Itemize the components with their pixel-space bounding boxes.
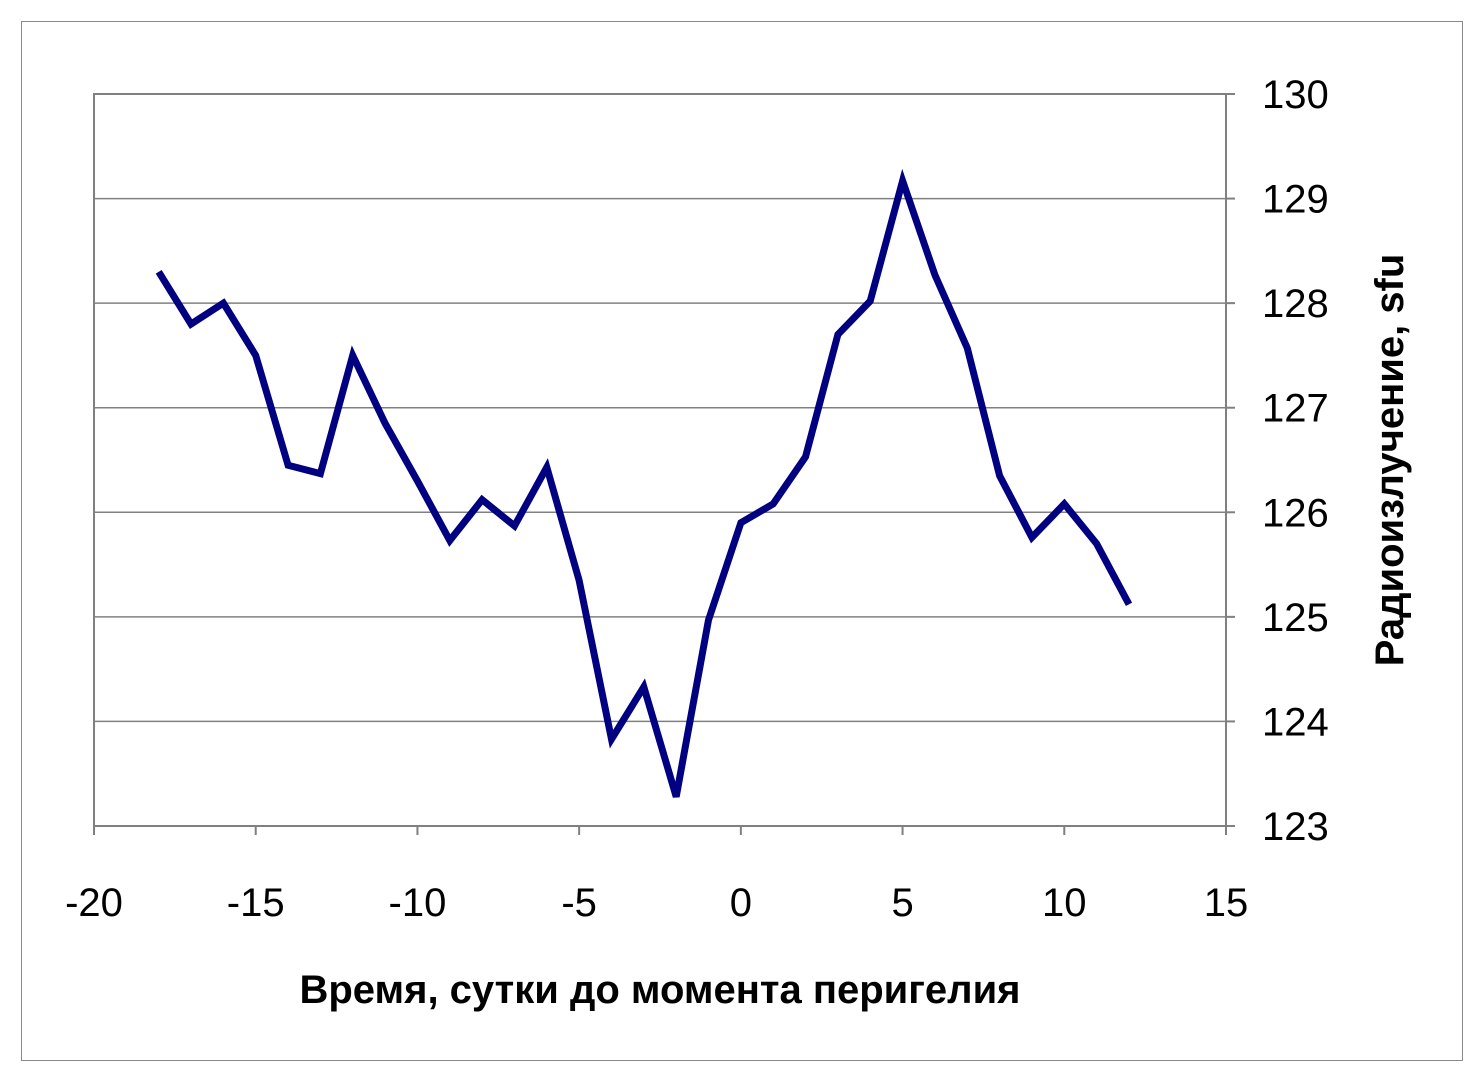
x-axis-title: Время, сутки до момента перигелия xyxy=(299,968,1020,1012)
x-tick-label: 10 xyxy=(1042,881,1087,925)
y-tick-label: 124 xyxy=(1262,700,1329,744)
series-line xyxy=(155,168,1133,798)
x-tick-label: -15 xyxy=(227,881,285,925)
y-tick-label: 127 xyxy=(1262,387,1329,431)
data-series xyxy=(155,168,1133,798)
y-tick-label: 129 xyxy=(1262,178,1329,222)
x-tick-label: -20 xyxy=(65,881,123,925)
x-tick-label: -5 xyxy=(561,881,597,925)
y-tick-label: 125 xyxy=(1262,596,1329,640)
y-axis-ticks: 123 124 125 126 127 128 129 130 xyxy=(1226,73,1329,849)
y-tick-label: 130 xyxy=(1262,73,1329,117)
gridlines xyxy=(94,93,1226,723)
x-tick-label: -10 xyxy=(389,881,447,925)
y-tick-label: 128 xyxy=(1262,282,1329,326)
y-axis-title: Радиоизлучение, sfu xyxy=(1368,254,1412,667)
y-tick-label: 126 xyxy=(1262,491,1329,535)
x-tick-label: 5 xyxy=(891,881,913,925)
x-axis-ticks: -20 -15 -10 -5 0 5 10 15 xyxy=(65,826,1248,925)
y-tick-label: 123 xyxy=(1262,805,1329,849)
plot-area xyxy=(93,93,1227,827)
x-tick-label: 15 xyxy=(1204,881,1249,925)
x-tick-label: 0 xyxy=(730,881,752,925)
